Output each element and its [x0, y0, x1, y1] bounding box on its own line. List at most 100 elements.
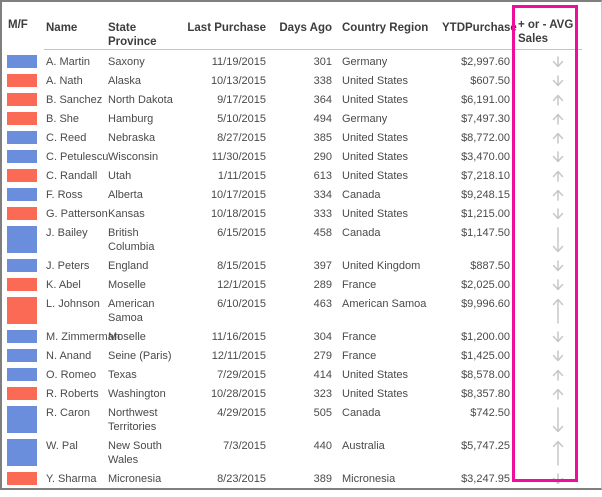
trend-cell: [514, 166, 601, 185]
gender-bar: [7, 472, 37, 485]
name-cell: O. Romeo: [46, 368, 97, 381]
days-ago-cell: 414: [313, 368, 332, 381]
country-cell: Canada: [342, 188, 381, 201]
table-row[interactable]: N. Anand Seine (Paris) 12/11/2015 279 Fr…: [2, 346, 601, 365]
state-cell: Alberta: [108, 188, 143, 201]
ytd-cell: $5,747.25: [461, 439, 510, 452]
state-cell: Washington: [108, 387, 166, 400]
gender-bar: [7, 406, 37, 433]
last-purchase-cell: 10/28/2015: [210, 387, 266, 400]
country-cell: Germany: [342, 55, 388, 68]
ytd-cell: $2,997.60: [461, 55, 510, 68]
days-ago-cell: 440: [313, 439, 332, 452]
trend-up-icon: [551, 439, 565, 467]
column-header-avg-sales[interactable]: + or - AVG Sales: [518, 19, 574, 45]
state-cell: Northwest Territories: [108, 406, 158, 433]
table-row[interactable]: A. Nath Alaska 10/13/2015 338 United Sta…: [2, 71, 601, 90]
gender-bar: [7, 226, 37, 253]
table-row[interactable]: J. Bailey British Columbia 6/15/2015 458…: [2, 223, 601, 256]
table-row[interactable]: Y. Sharma Micronesia 8/23/2015 389 Micro…: [2, 469, 601, 488]
gender-bar: [7, 368, 37, 381]
gender-bar: [7, 387, 37, 400]
country-cell: Canada: [342, 406, 381, 419]
trend-up-icon: [551, 112, 565, 126]
column-header-state-province[interactable]: State Province: [108, 21, 157, 48]
table-row[interactable]: J. Peters England 8/15/2015 397 United K…: [2, 256, 601, 275]
column-header-days-ago[interactable]: Days Ago: [279, 21, 332, 34]
name-cell: J. Peters: [46, 259, 90, 272]
trend-up-icon: [551, 297, 565, 325]
last-purchase-cell: 7/29/2015: [217, 368, 266, 381]
table-header-row: M/F Name State Province Last Purchase Da…: [2, 2, 601, 51]
country-cell: France: [342, 349, 377, 362]
country-cell: United States: [342, 74, 409, 87]
last-purchase-cell: 12/11/2015: [211, 349, 266, 362]
trend-down-icon: [551, 330, 565, 344]
days-ago-cell: 290: [313, 150, 332, 163]
name-cell: Y. Sharma: [46, 472, 97, 485]
state-cell: Alaska: [108, 74, 142, 87]
name-cell: C. Randall: [46, 169, 98, 182]
days-ago-cell: 458: [313, 226, 332, 239]
column-header-name[interactable]: Name: [46, 21, 78, 34]
table-row[interactable]: B. Sanchez North Dakota 9/17/2015 364 Un…: [2, 90, 601, 109]
table-row[interactable]: R. Caron Northwest Territories 4/29/2015…: [2, 403, 601, 436]
last-purchase-cell: 4/29/2015: [217, 406, 266, 419]
days-ago-cell: 289: [313, 278, 332, 291]
country-cell: France: [342, 330, 377, 343]
trend-cell: [514, 256, 601, 275]
column-header-last-purchase[interactable]: Last Purchase: [187, 21, 266, 34]
trend-up-icon: [551, 188, 565, 202]
column-header-country-region[interactable]: Country Region: [342, 21, 429, 34]
table-row[interactable]: A. Martin Saxony 11/19/2015 301 Germany …: [2, 52, 601, 71]
country-cell: United States: [342, 150, 409, 163]
table-row[interactable]: R. Roberts Washington 10/28/2015 323 Uni…: [2, 384, 601, 403]
mf-cell: [2, 52, 42, 71]
mf-cell: [2, 147, 42, 166]
table-row[interactable]: B. She Hamburg 5/10/2015 494 Germany $7,…: [2, 109, 601, 128]
table-row[interactable]: M. Zimmerman Moselle 11/16/2015 304 Fran…: [2, 327, 601, 346]
trend-cell: [514, 436, 601, 469]
table-row[interactable]: F. Ross Alberta 10/17/2015 334 Canada $9…: [2, 185, 601, 204]
ytd-cell: $3,247.95: [461, 472, 510, 485]
state-cell: North Dakota: [108, 93, 173, 106]
column-header-ytd-purchase[interactable]: YTDPurchase: [442, 21, 517, 34]
name-cell: M. Zimmerman: [46, 330, 120, 343]
table-row[interactable]: K. Abel Moselle 12/1/2015 289 France $2,…: [2, 275, 601, 294]
name-cell: A. Nath: [46, 74, 83, 87]
last-purchase-cell: 6/15/2015: [217, 226, 266, 239]
name-cell: R. Roberts: [46, 387, 99, 400]
mf-cell: [2, 327, 42, 346]
ytd-cell: $9,248.15: [461, 188, 510, 201]
trend-up-icon: [551, 131, 565, 145]
mf-cell: [2, 294, 42, 327]
trend-cell: [514, 71, 601, 90]
name-cell: B. Sanchez: [46, 93, 103, 106]
mf-cell: [2, 469, 42, 488]
trend-cell: [514, 384, 601, 403]
mf-cell: [2, 109, 42, 128]
column-header-mf[interactable]: M/F: [8, 19, 28, 31]
table-row[interactable]: C. Petulescu Wisconsin 11/30/2015 290 Un…: [2, 147, 601, 166]
table-row[interactable]: G. Patterson Kansas 10/18/2015 333 Unite…: [2, 204, 601, 223]
name-cell: L. Johnson: [46, 297, 100, 310]
table-row[interactable]: L. Johnson American Samoa 6/10/2015 463 …: [2, 294, 601, 327]
trend-up-icon: [551, 169, 565, 183]
table-row[interactable]: O. Romeo Texas 7/29/2015 414 United Stat…: [2, 365, 601, 384]
state-cell: Kansas: [108, 207, 145, 220]
table-row[interactable]: C. Reed Nebraska 8/27/2015 385 United St…: [2, 128, 601, 147]
ytd-cell: $8,772.00: [461, 131, 510, 144]
mf-cell: [2, 166, 42, 185]
table-row[interactable]: W. Pal New South Wales 7/3/2015 440 Aust…: [2, 436, 601, 469]
name-cell: W. Pal: [46, 439, 78, 452]
trend-up-icon: [551, 387, 565, 401]
trend-cell: [514, 204, 601, 223]
mf-cell: [2, 436, 42, 469]
table-row[interactable]: C. Randall Utah 1/11/2015 613 United Sta…: [2, 166, 601, 185]
mf-cell: [2, 185, 42, 204]
days-ago-cell: 279: [313, 349, 332, 362]
ytd-cell: $1,425.00: [461, 349, 510, 362]
name-cell: G. Patterson: [46, 207, 108, 220]
days-ago-cell: 505: [313, 406, 332, 419]
days-ago-cell: 301: [313, 55, 332, 68]
